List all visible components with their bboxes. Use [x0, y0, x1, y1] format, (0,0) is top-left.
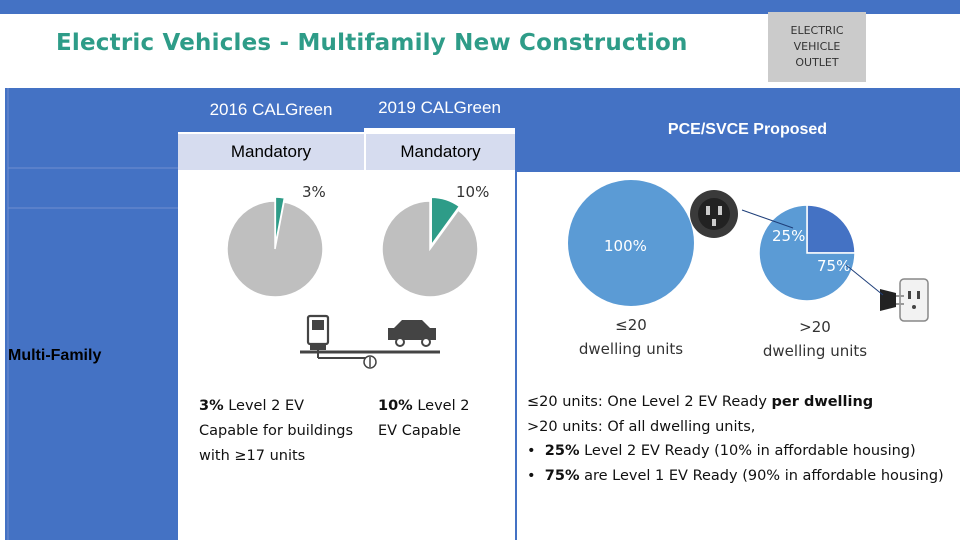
note-proposed-line1: ≤20 units: One Level 2 EV Ready [527, 394, 772, 410]
large-pie-units: >20 dwelling units [750, 315, 880, 363]
header-2019-label: 2019 CALGreen [378, 98, 501, 117]
top-bar [0, 0, 960, 14]
large-pie-units-line2: dwelling units [762, 342, 868, 360]
status-2019-label: Mandatory [400, 142, 481, 161]
note-proposed-bullet-1: • 25% Level 2 EV Ready (10% in affordabl… [527, 443, 916, 459]
status-2016-label: Mandatory [230, 142, 312, 161]
pie-slice [381, 200, 479, 298]
outlet-label-line-3: OUTLET [795, 56, 839, 69]
left-strip [2, 88, 178, 540]
large-pie-units-line1: >20 [799, 318, 831, 336]
small-pie-units-line1: ≤20 [615, 316, 647, 334]
status-2016: Mandatory [178, 134, 364, 170]
outlet-240v-icon [690, 190, 738, 238]
pie-chart-2019 [381, 196, 479, 298]
outlet-label-line-2: VEHICLE [793, 40, 841, 53]
pie-slice [806, 204, 856, 254]
header-2016-label: 2016 CALGreen [209, 100, 333, 119]
note-proposed-bullet-2: • 75% are Level 1 EV Ready (90% in affor… [527, 467, 944, 484]
note-2019-rest: Level 2 [417, 398, 470, 414]
pie-large-level2-percent: 25% [772, 227, 806, 245]
pie-large-level1-percent: 75% [817, 257, 851, 275]
bullet-2-bold: 75% [544, 467, 580, 484]
note-2016-line2: Capable for buildings [199, 423, 354, 439]
header-proposed-label: PCE/SVCE Proposed [667, 121, 828, 138]
small-pie-units-line2: dwelling units [578, 340, 684, 358]
slide-title: Electric Vehicles - Multifamily New Cons… [56, 30, 688, 56]
pie-chart-2016 [226, 196, 324, 298]
pie-small-percent: 100% [604, 237, 647, 255]
bullet-2-rest: are Level 1 EV Ready (90% in affordable … [579, 467, 944, 484]
note-2019-bold: 10% [378, 398, 413, 414]
note-2016-bold: 3% [199, 398, 224, 414]
outlet-120v-plug-icon [880, 278, 929, 322]
small-pie-units: ≤20 dwelling units [566, 313, 696, 361]
status-2019: Mandatory [366, 134, 515, 170]
header-proposed: PCE/SVCE Proposed [515, 108, 960, 152]
bullet-1-rest: Level 2 EV Ready (10% in affordable hous… [579, 443, 916, 459]
note-2019-line2: EV Capable [378, 423, 461, 439]
pie-slice [568, 180, 694, 306]
note-proposed-line2: >20 units: Of all dwelling units, [527, 418, 756, 435]
header-2019-calgreen: 2019 CALGreen [364, 88, 515, 132]
pie-slice [430, 196, 461, 248]
note-2016: 3% Level 2 EV Capable for buildings with… [199, 394, 364, 469]
ev-charging-station-icon [300, 314, 440, 369]
pie-2016-percent: 3% [302, 183, 326, 201]
bullet-1-bold: 25% [544, 443, 580, 459]
row-label-multi-family: Multi-Family [8, 347, 102, 364]
note-2019: 10% Level 2 EV Capable [378, 394, 508, 444]
note-proposed: ≤20 units: One Level 2 EV Ready per dwel… [527, 390, 957, 488]
left-strip-grid [7, 88, 178, 540]
outlet-label-line-1: ELECTRIC [790, 24, 844, 37]
header-2016-calgreen: 2016 CALGreen [178, 88, 364, 132]
pie-chart-proposed-small [568, 180, 694, 306]
pie-chart-proposed-large [758, 204, 856, 302]
note-2016-rest: Level 2 EV [228, 398, 305, 414]
note-proposed-line1-bold: per dwelling [771, 394, 874, 410]
electric-vehicle-outlet-box: ELECTRIC VEHICLE OUTLET [768, 12, 866, 82]
pie-slice [226, 200, 324, 298]
note-2016-line3: with ≥17 units [199, 448, 306, 464]
pie-2019-percent: 10% [456, 183, 490, 201]
